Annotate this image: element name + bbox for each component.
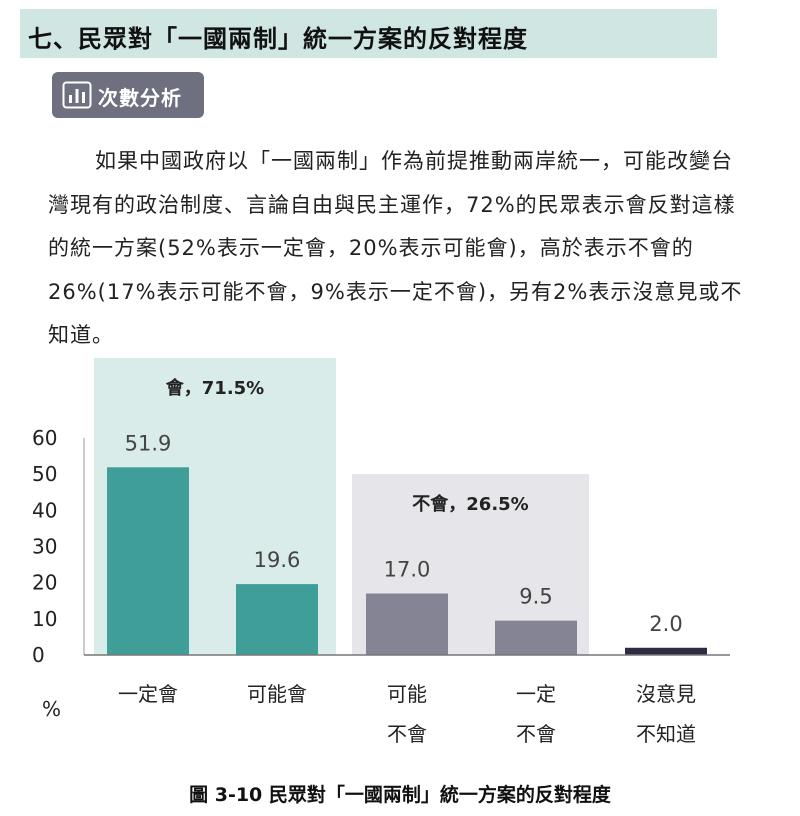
x-tick-label: 可能會 [247,682,307,706]
x-tick-label: 不會 [387,722,427,746]
y-tick-label: 30 [32,535,57,559]
intro-paragraph: 如果中國政府以「一國兩制」作為前提推動兩岸統一，可能改變台灣現有的政治制度、言論… [48,149,743,347]
bar [495,620,577,655]
group-label: 會，71.5% [166,377,264,399]
bar [236,584,318,655]
section-header: 七、民眾對「一國兩制」統一方案的反對程度 [20,9,717,58]
x-tick-label: 一定會 [118,682,178,706]
y-tick-label: 50 [32,462,57,486]
bar-chart: 0 10 20 30 40 50 60% 51.9 19.6 17.0 9.5 2.0 會，71.5% 不… [32,358,730,746]
bar-chart-icon [62,81,92,109]
bar [107,467,189,655]
section-title: 七、民眾對「一國兩制」統一方案的反對程度 [28,25,528,53]
y-tick-label: 10 [32,607,57,631]
bar [625,647,707,655]
x-tick-label: 不會 [516,722,556,746]
y-tick-label: 40 [32,498,57,522]
x-tick-label: 不知道 [636,722,696,746]
data-label: 2.0 [649,612,682,636]
y-tick-label: 0 [32,643,45,667]
y-tick-label: 60 [32,426,57,450]
data-label: 9.5 [519,585,552,609]
bar [366,593,448,655]
data-label: 51.9 [125,431,172,455]
y-axis-label: % [42,697,61,721]
y-tick-label: 20 [32,571,57,595]
group-label: 不會，26.5% [412,493,528,515]
analysis-badge: 次數分析 [52,72,204,118]
x-tick-label: 沒意見 [636,682,696,706]
x-tick-label: 一定 [516,682,556,706]
data-label: 17.0 [384,558,431,582]
figure-caption: 圖 3-10 民眾對「一國兩制」統一方案的反對程度 [189,784,611,806]
badge-label: 次數分析 [98,86,182,110]
x-tick-label: 可能 [387,682,427,706]
data-label: 19.6 [254,548,301,572]
